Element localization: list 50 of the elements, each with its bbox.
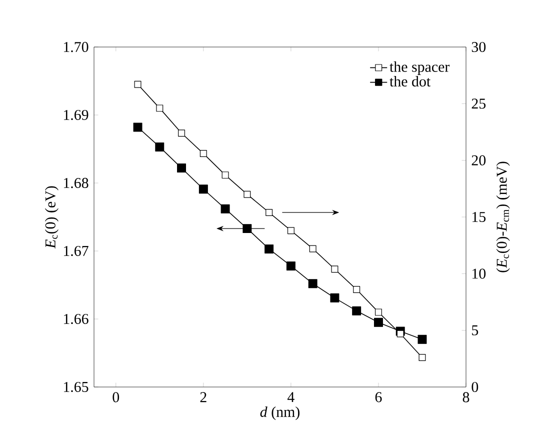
y-tick-label: 1.68 xyxy=(64,178,88,188)
legend-label: the spacer xyxy=(390,61,450,75)
point xyxy=(178,130,186,137)
point xyxy=(156,104,164,112)
y2-tick-label: 30 xyxy=(472,42,486,52)
x-tick-label: 6 xyxy=(375,392,382,402)
x-tick-label: 0 xyxy=(112,392,120,402)
x-tick-label: 2 xyxy=(200,392,206,402)
point xyxy=(177,164,186,173)
point xyxy=(220,204,230,214)
y2-tick-label: 15 xyxy=(472,212,486,222)
point xyxy=(418,334,427,344)
x-tick-label: 4 xyxy=(288,392,294,402)
point xyxy=(374,318,383,327)
point xyxy=(264,244,274,254)
y-tick-label: 1.66 xyxy=(64,314,88,324)
x-axis-title: d (nm) xyxy=(260,406,300,420)
point xyxy=(287,227,294,234)
y2-tick-label: 20 xyxy=(472,155,486,166)
point xyxy=(133,122,142,132)
y2-axis-title: (E$_{c}$(0)-E$_{cm}$) (meV) xyxy=(496,162,510,272)
point xyxy=(155,142,164,152)
y-tick-label: 1.65 xyxy=(64,382,88,392)
point xyxy=(374,308,382,316)
x-tick-label: 8 xyxy=(462,392,470,402)
y2-tick-label: 25 xyxy=(472,98,486,109)
point xyxy=(198,184,208,194)
point xyxy=(396,330,404,338)
y-axis-title: E$_{c}$(0) (eV) xyxy=(44,186,58,249)
point xyxy=(308,279,318,288)
point xyxy=(418,354,426,362)
point xyxy=(222,172,229,179)
y2-tick-label: 0 xyxy=(472,382,478,392)
point xyxy=(266,208,273,216)
point xyxy=(242,224,252,234)
legend-label: the dot xyxy=(390,76,431,86)
point xyxy=(353,286,360,294)
y2-tick-label: 10 xyxy=(472,268,486,279)
point xyxy=(200,150,207,158)
point xyxy=(309,245,316,252)
point xyxy=(134,80,142,88)
y2-tick-label: 5 xyxy=(472,325,478,336)
point xyxy=(330,293,340,302)
point xyxy=(244,190,251,198)
y-tick-label: 1.70 xyxy=(64,42,88,52)
point xyxy=(352,306,362,316)
y-tick-label: 1.67 xyxy=(64,246,88,256)
point xyxy=(331,266,338,273)
point xyxy=(286,261,296,270)
y-tick-label: 1.69 xyxy=(64,110,88,120)
